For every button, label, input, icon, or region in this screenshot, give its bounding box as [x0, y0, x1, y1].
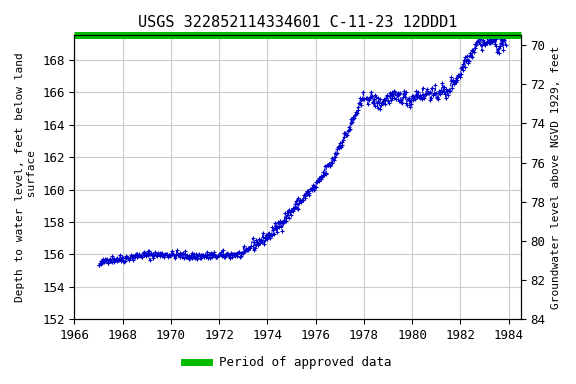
Title: USGS 322852114334601 C-11-23 12DDD1: USGS 322852114334601 C-11-23 12DDD1 — [138, 15, 457, 30]
Legend: Period of approved data: Period of approved data — [179, 351, 397, 374]
Y-axis label: Groundwater level above NGVD 1929, feet: Groundwater level above NGVD 1929, feet — [551, 46, 561, 309]
Y-axis label: Depth to water level, feet below land
 surface: Depth to water level, feet below land su… — [15, 53, 37, 302]
